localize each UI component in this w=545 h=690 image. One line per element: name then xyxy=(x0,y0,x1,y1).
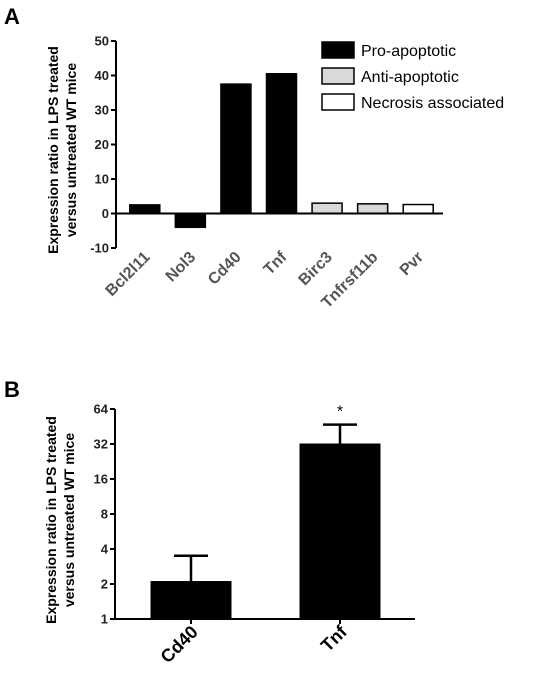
panel-b-letter: B xyxy=(4,377,20,402)
panel-a-y-tick-label: 0 xyxy=(102,206,109,221)
panel-b-y-tick-label: 16 xyxy=(94,472,108,487)
panel-a-x-tick-label: Bcl2l11 xyxy=(103,249,154,300)
panel-a-x-tick-label: Nol3 xyxy=(163,249,200,286)
panel-b-y-tick-label: 8 xyxy=(101,507,108,522)
panel-b-y-tick-label: 2 xyxy=(101,577,108,592)
panel-a-y-tick-label: 30 xyxy=(95,103,109,118)
panel-a-y-tick-label: -10 xyxy=(90,241,109,256)
panel-a-bar-nol3 xyxy=(174,212,207,229)
panel-a-y-tick-label: 20 xyxy=(95,137,109,152)
panel-a-ylabel: Expression ratio in LPS treated versus u… xyxy=(45,46,79,254)
panel-a-bar-bcl2l11 xyxy=(129,204,161,215)
panel-a-x-tick-label: Cd40 xyxy=(205,249,245,289)
panel-b-ylabel-line2: versus untreated WT mice xyxy=(61,433,77,607)
panel-a-x-tick-label: Birc3 xyxy=(296,249,336,289)
panel-a-legend-swatch-pro xyxy=(321,41,355,59)
panel-a-legend-label-anti: Anti-apoptotic xyxy=(361,69,459,86)
panel-a-bar-tnf xyxy=(265,73,298,215)
panel-a-legend-label-necrosis: Necrosis associated xyxy=(361,95,504,112)
panel-b-y-tick-label: 32 xyxy=(94,437,108,452)
panel-a-bar-tnfrsf11b xyxy=(356,203,389,215)
panel-b-bar-cd40 xyxy=(150,581,232,620)
panel-a-y-tick-label: 40 xyxy=(95,68,109,83)
panel-a-y-tick-label: 10 xyxy=(95,172,109,187)
panel-a-bar-birc3 xyxy=(311,202,343,215)
panel-a-bar-pvr xyxy=(402,203,434,215)
panel-a-legend-label-pro: Pro-apoptotic xyxy=(361,43,456,60)
panel-b-significance-marker: * xyxy=(337,404,343,421)
panel-a-x-tick-label: Tnf xyxy=(261,248,291,278)
panel-b-y-tick-label: 64 xyxy=(94,402,109,417)
panel-a-x-tick-label: Pvr xyxy=(397,249,427,279)
panel-a-legend-swatch-necrosis xyxy=(321,93,355,111)
panel-b-x-tick-label: Tnf xyxy=(317,621,352,656)
panel-a-legend-swatch-anti xyxy=(321,67,355,85)
panel-b-ylabel: Expression ratio in LPS treated versus u… xyxy=(43,416,77,624)
panel-b-x-tick-label: Cd40 xyxy=(157,622,202,667)
panel-a-bar-cd40 xyxy=(220,83,252,215)
panel-b-y-tick-label: 1 xyxy=(101,612,108,627)
panel-b-ylabel-line1: Expression ratio in LPS treated xyxy=(43,416,59,624)
panel-a-ylabel-line2: versus untreated WT mice xyxy=(63,63,79,237)
panel-b-y-tick-label: 4 xyxy=(101,542,109,557)
panel-a-y-tick-label: 50 xyxy=(95,34,109,49)
panel-b-bar-tnf xyxy=(299,443,381,620)
panel-a-ylabel-line1: Expression ratio in LPS treated xyxy=(45,46,61,254)
panel-a-letter: A xyxy=(4,4,20,29)
panel-b-chart: 1 2 4 8 16 32 64 Cd40 Tnf * xyxy=(94,402,415,667)
